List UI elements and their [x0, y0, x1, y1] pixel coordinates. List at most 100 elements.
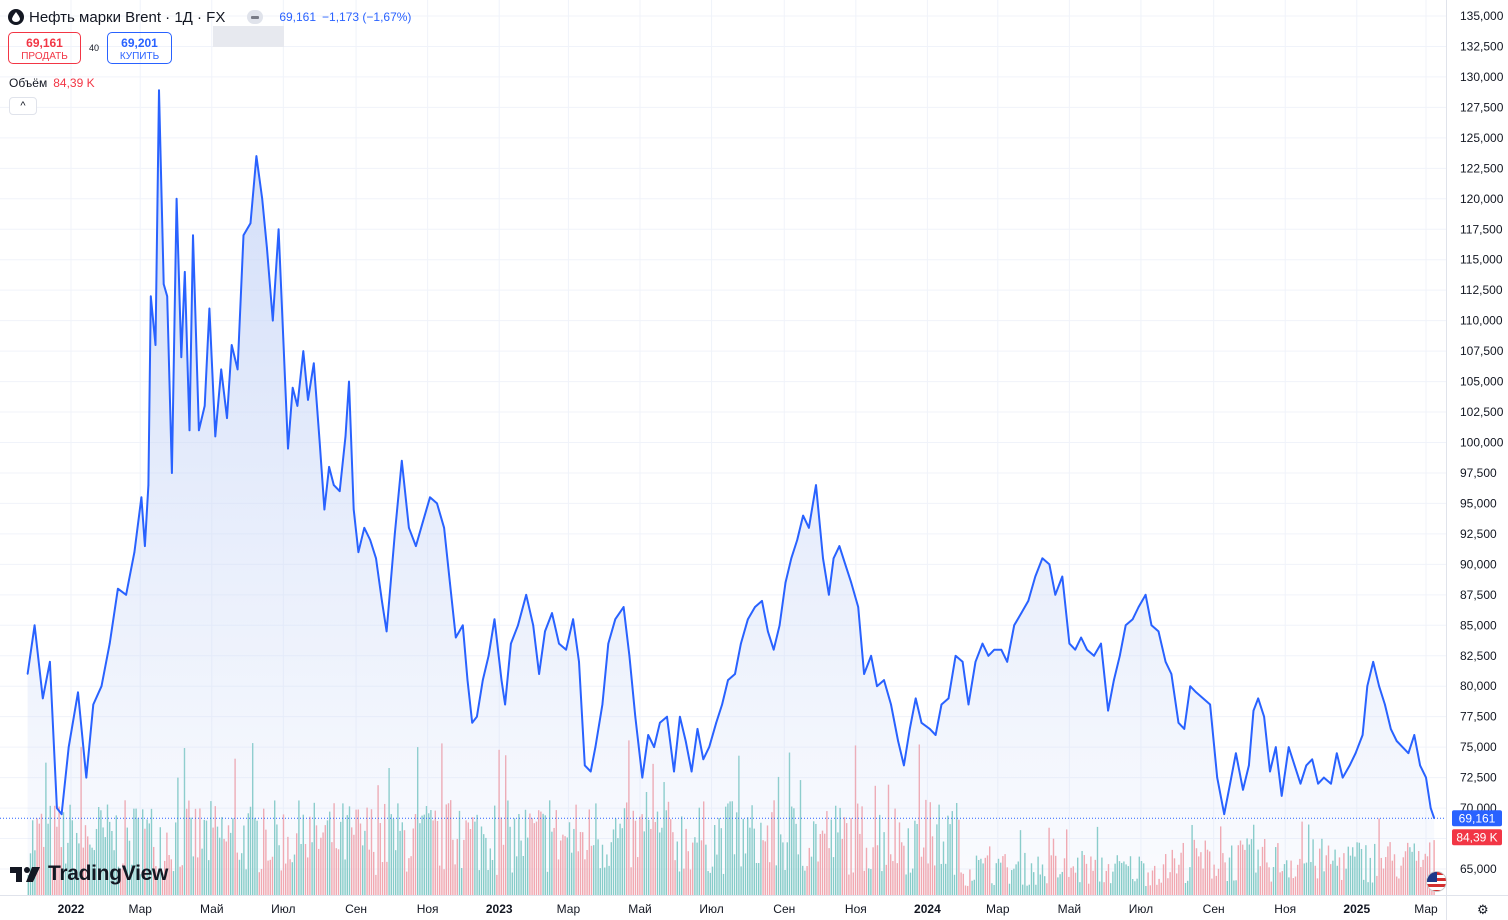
- volume-legend[interactable]: Объём 84,39 K: [9, 76, 95, 90]
- volume-value: 84,39 K: [53, 76, 95, 90]
- price-point: [60, 813, 63, 815]
- price-point: [565, 648, 567, 651]
- price-point: [947, 697, 950, 700]
- price-point: [230, 344, 233, 346]
- price-point: [175, 198, 178, 200]
- x-tick-label: Сен: [345, 902, 367, 916]
- x-tick-label: Мар: [986, 902, 1010, 916]
- logo-text: TradingView: [48, 862, 169, 885]
- volume-badge-text: 84,39 K: [1456, 830, 1497, 844]
- price-point: [266, 246, 268, 249]
- y-tick-label: 122,500: [1460, 161, 1504, 175]
- price-point: [883, 679, 885, 681]
- x-tick-label: 2025: [1343, 902, 1370, 916]
- price-point: [1223, 813, 1225, 815]
- price-badge-text: 69,161: [1459, 811, 1496, 825]
- price-point: [1311, 758, 1313, 761]
- price-point: [690, 770, 693, 773]
- y-tick-label: 125,000: [1460, 131, 1504, 145]
- price-point: [578, 661, 580, 663]
- price-point: [1384, 703, 1386, 706]
- price-point: [909, 728, 911, 730]
- price-point: [1252, 709, 1255, 712]
- price-point: [1137, 606, 1140, 608]
- price-point: [815, 484, 817, 486]
- price-point: [1361, 734, 1364, 736]
- price-point: [679, 715, 681, 718]
- price-point: [493, 618, 496, 620]
- price-point: [1119, 655, 1121, 657]
- price-point: [558, 642, 560, 645]
- y-tick-label: 130,000: [1460, 70, 1504, 84]
- price-point: [500, 679, 503, 681]
- y-tick-label: 85,000: [1460, 618, 1497, 632]
- price-point: [1177, 722, 1180, 724]
- price-point: [1354, 752, 1357, 754]
- brent-oil-drop-icon: [8, 9, 24, 25]
- price-point: [381, 600, 383, 602]
- price-point: [144, 545, 146, 547]
- price-point: [117, 587, 119, 590]
- y-tick-label: 92,500: [1460, 527, 1497, 541]
- x-tick-label: Май: [200, 902, 224, 916]
- price-point: [1034, 575, 1037, 578]
- price-point: [1209, 703, 1211, 706]
- price-point: [647, 734, 649, 736]
- price-point: [551, 612, 553, 614]
- price-point: [1195, 691, 1197, 694]
- price-point: [622, 606, 625, 608]
- tradingview-logo[interactable]: TradingView: [10, 862, 168, 886]
- price-point: [517, 624, 519, 627]
- price-point: [140, 496, 143, 499]
- price-point: [844, 563, 847, 566]
- price-point: [56, 807, 58, 809]
- x-tick-label: Мар: [1414, 902, 1438, 916]
- price-point: [1242, 789, 1244, 791]
- price-point: [1330, 782, 1332, 785]
- x-tick-label: 2023: [486, 902, 513, 916]
- price-point: [1189, 685, 1191, 687]
- price-point: [538, 673, 540, 675]
- price-point: [863, 673, 865, 675]
- price-point: [180, 356, 183, 359]
- price-point: [1429, 807, 1432, 809]
- price-point: [684, 740, 687, 742]
- sell-button[interactable]: 69,161 ПРОДАТЬ: [8, 32, 81, 64]
- symbol-title: Нефть марки Brent · 1Д · FX: [29, 8, 226, 26]
- price-point: [903, 764, 905, 767]
- us-flag-icon[interactable]: [1426, 871, 1447, 892]
- price-point: [147, 484, 150, 486]
- hide-legend-icon[interactable]: [247, 10, 264, 24]
- price-point: [1348, 764, 1351, 767]
- price-point: [348, 380, 350, 383]
- price-point: [1131, 618, 1134, 620]
- price-point: [673, 770, 675, 773]
- price-point: [49, 661, 51, 663]
- price-point: [1013, 624, 1015, 627]
- price-point: [796, 539, 798, 541]
- price-point: [954, 655, 957, 657]
- chart-settings-icon[interactable]: ⚙: [1477, 902, 1489, 917]
- price-point: [302, 350, 305, 352]
- price-point: [589, 770, 592, 773]
- y-tick-label: 75,000: [1460, 740, 1497, 754]
- price-point: [429, 496, 431, 499]
- x-tick-label: Июл: [1129, 902, 1153, 916]
- y-tick-label: 72,500: [1460, 771, 1497, 785]
- collapse-chevron-icon[interactable]: ^: [9, 97, 37, 115]
- price-point: [154, 344, 157, 346]
- symbol-legend[interactable]: Нефть марки Brent · 1Д · FX 69,161 −1,17…: [8, 6, 411, 28]
- price-point: [747, 618, 749, 620]
- price-point: [67, 746, 70, 748]
- y-tick-label: 132,500: [1460, 39, 1504, 53]
- price-point: [761, 600, 763, 602]
- price-point: [471, 722, 474, 724]
- price-point: [1390, 728, 1392, 730]
- price-point: [333, 484, 335, 486]
- price-point: [226, 417, 228, 419]
- price-line: [26, 89, 1436, 819]
- price-point: [544, 630, 546, 633]
- buy-button[interactable]: 69,201 КУПИТЬ: [107, 32, 172, 64]
- price-axis-bg: [1446, 0, 1508, 920]
